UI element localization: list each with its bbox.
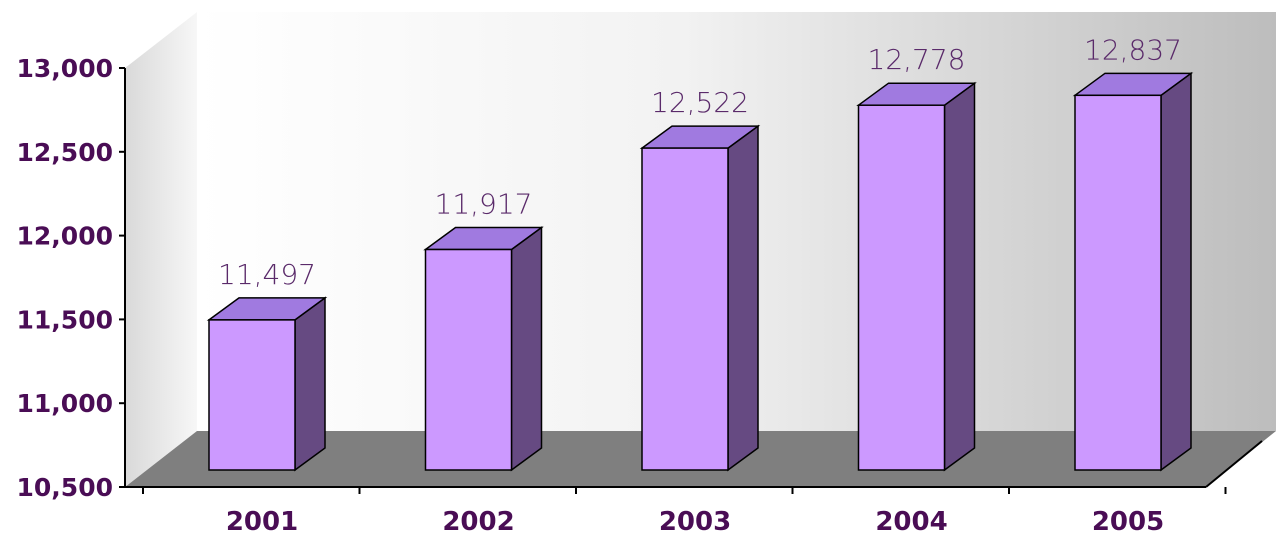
bar-2005 <box>1072 71 1194 472</box>
x-tick-label: 2005 <box>1092 507 1164 535</box>
bar-side-face <box>943 81 976 472</box>
side-wall <box>125 12 197 487</box>
bar-side-face <box>727 124 759 472</box>
bar-side-face <box>294 296 326 472</box>
y-tick-label: 12,000 <box>17 222 113 251</box>
bar-side-face <box>1160 71 1192 472</box>
x-tick-label: 2001 <box>226 507 298 535</box>
data-label: 12,778 <box>868 43 966 76</box>
x-tick-label: 2004 <box>875 507 947 535</box>
data-label: 12,522 <box>651 86 749 119</box>
bar-2003 <box>639 124 761 472</box>
y-tick-label: 13,000 <box>17 54 113 83</box>
bar-2002 <box>423 226 544 472</box>
bar-front-face <box>208 319 296 471</box>
data-label: 12,837 <box>1084 33 1182 66</box>
data-label: 11,917 <box>435 188 533 221</box>
bar-front-face <box>1074 94 1162 471</box>
bars-group <box>206 71 1194 472</box>
y-tick-label: 11,500 <box>17 305 113 334</box>
data-label: 11,497 <box>218 258 316 291</box>
y-tick-label: 11,000 <box>17 389 113 418</box>
x-tick-label: 2003 <box>659 507 731 535</box>
labels-group: 10,500 11,000 11,500 12,000 12,500 13,000 11,4… <box>17 33 1182 535</box>
y-tick-label: 12,500 <box>17 138 113 167</box>
bar-front-face <box>424 248 513 471</box>
y-tick-label: 10,500 <box>17 473 113 502</box>
bar-front-face <box>641 147 729 471</box>
bar-2001 <box>206 296 328 472</box>
bar-front-face <box>857 104 946 471</box>
x-tick-label: 2002 <box>442 507 514 535</box>
floor-right-edge <box>1205 440 1263 488</box>
bar-2004 <box>856 81 977 472</box>
bar-side-face <box>510 226 543 472</box>
